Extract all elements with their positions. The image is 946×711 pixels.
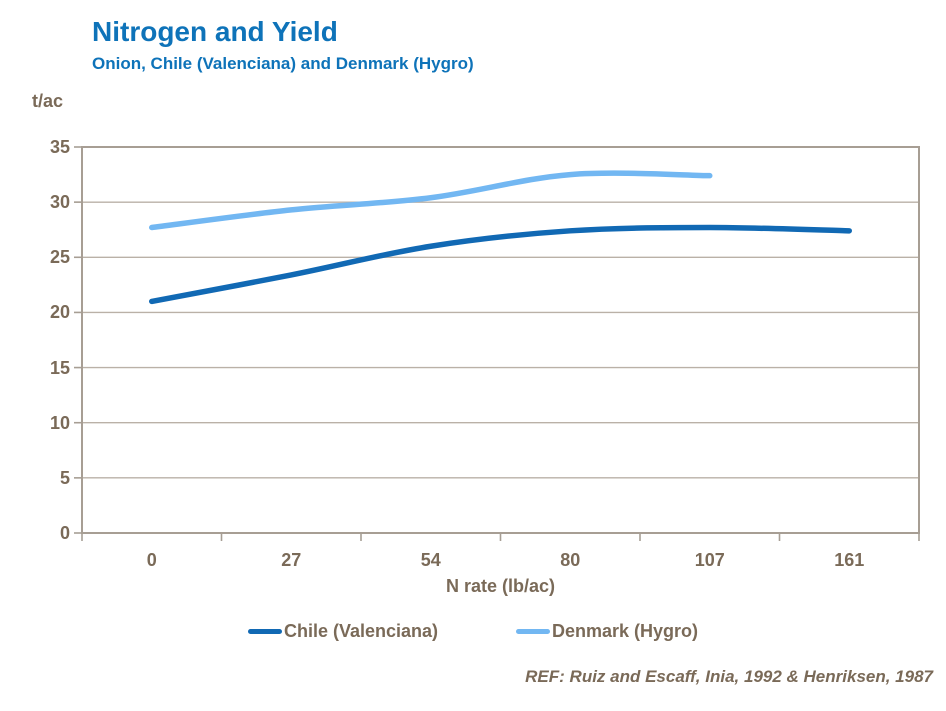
chile-line-swatch-icon [247, 629, 282, 634]
y-tick-label: 30 [49, 192, 70, 213]
x-tick-label: 80 [560, 550, 581, 570]
plot-border [81, 146, 920, 534]
y-tick-label: 20 [49, 302, 70, 323]
x-tick-label: 54 [420, 550, 441, 570]
y-tick-label: 10 [49, 412, 70, 433]
series-line-chile-valenciana [149, 224, 852, 305]
x-tick-label: 107 [694, 550, 725, 570]
series-line-denmark-hygro [149, 170, 713, 231]
legend-item-chile: Chile (Valenciana) [247, 621, 439, 642]
x-axis-title: N rate (lb/ac) [445, 576, 556, 596]
chart-title: Nitrogen and Yield [92, 16, 338, 47]
y-tick-label: 5 [59, 467, 70, 488]
x-tick-label: 161 [834, 550, 865, 570]
y-tick-label: 35 [49, 137, 70, 157]
legend-label-chile: Chile (Valenciana) [283, 621, 439, 641]
denmark-line-swatch-icon [516, 629, 551, 634]
x-tick-label: 0 [146, 550, 157, 570]
reference-note: REF: Ruiz and Escaff, Inia, 1992 & Henri… [525, 667, 933, 686]
x-tick-label: 27 [281, 550, 302, 570]
chart-subtitle: Onion, Chile (Valenciana) and Denmark (H… [92, 54, 474, 73]
chart-legend: Chile (Valenciana) Denmark (Hygro) [53, 621, 893, 642]
y-tick-label: 25 [49, 247, 70, 268]
y-axis-unit-label: t/ac [32, 91, 64, 111]
y-tick-label: 0 [59, 523, 70, 543]
legend-label-denmark: Denmark (Hygro) [552, 621, 699, 641]
y-tick-label: 15 [49, 357, 70, 378]
legend-item-denmark: Denmark (Hygro) [516, 621, 698, 642]
